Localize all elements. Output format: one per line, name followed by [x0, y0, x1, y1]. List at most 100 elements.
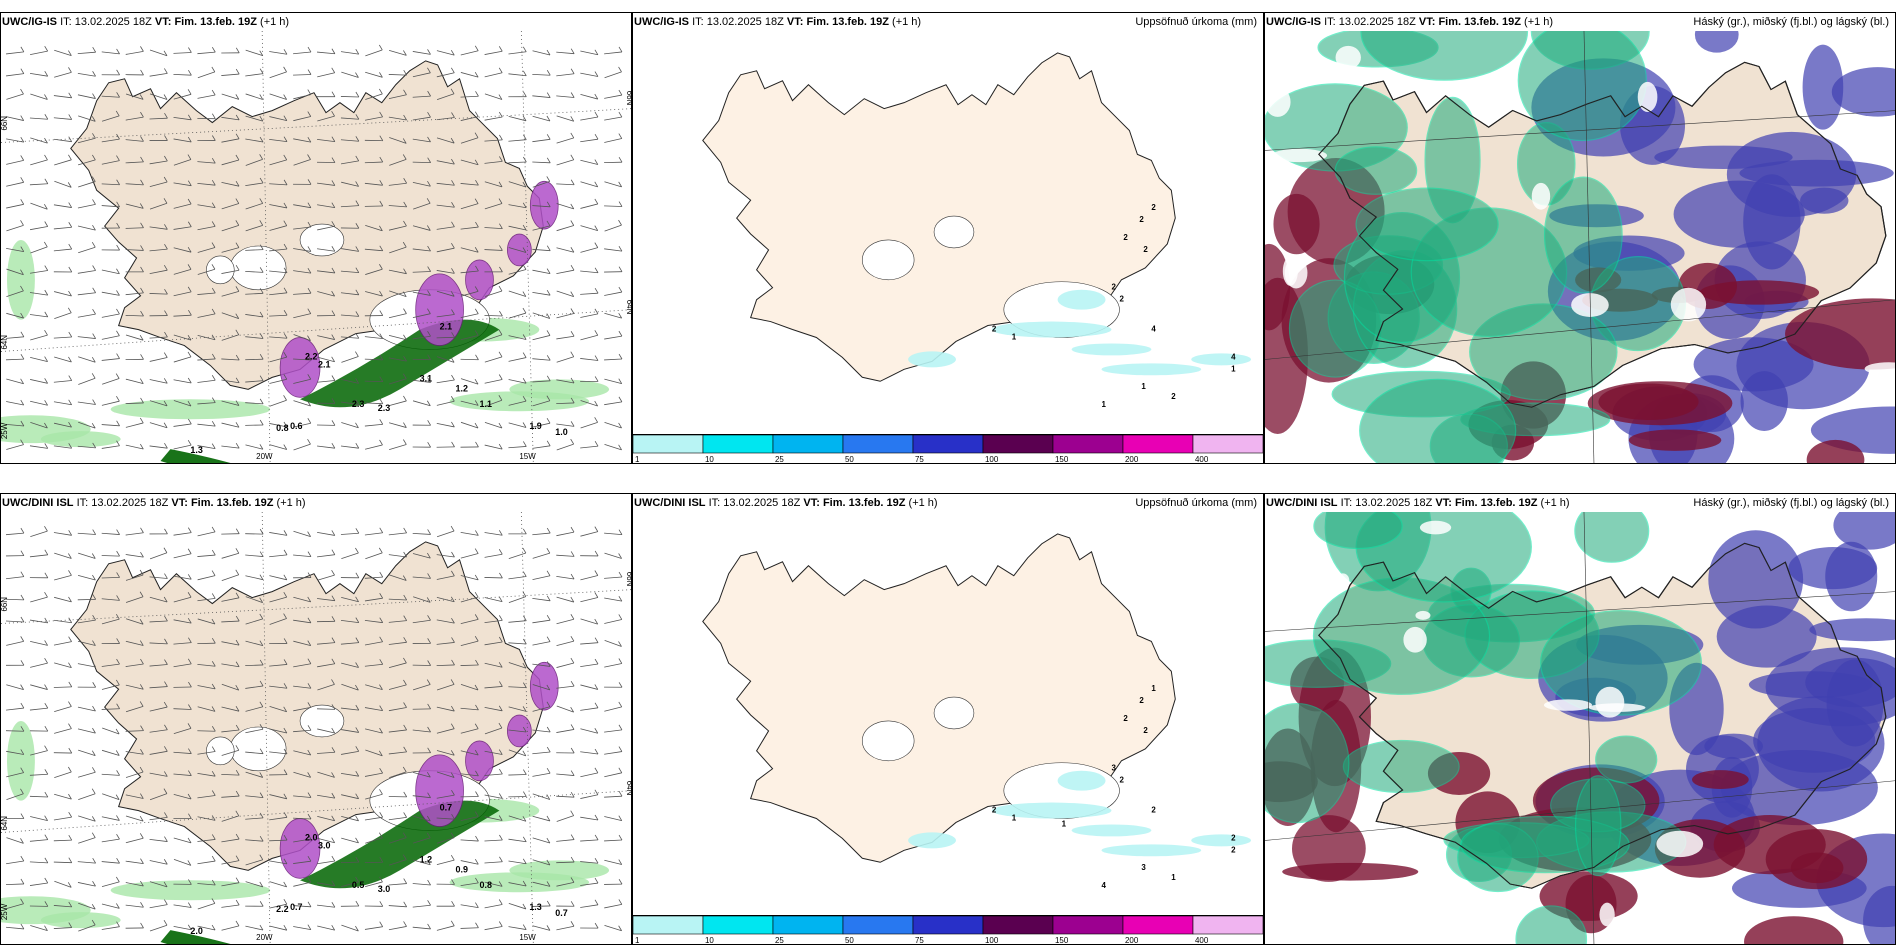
lon-label: 20W: [256, 933, 273, 942]
colorbar-swatch: [982, 435, 1054, 454]
data-value: 2.0: [190, 926, 202, 936]
lat-label: 66N: [1, 597, 9, 612]
panel-ig-wind: UWC/IG-IS IT: 13.02.2025 18Z VT: Fim. 13…: [0, 12, 632, 464]
data-value: 3.1: [420, 373, 432, 383]
panel-title: Háský (gr.), miðský (fj.bl.) og lágský (…: [1693, 497, 1889, 509]
data-value: 2.3: [378, 403, 390, 413]
cloud-map: [1265, 512, 1895, 944]
data-value: 2: [1139, 215, 1144, 224]
colorbar-tick: 10: [705, 936, 714, 944]
colorbar-tick: 75: [915, 936, 924, 944]
model-name: UWC/IG-IS: [634, 16, 689, 28]
vt-label: VT: Fim. 13.feb. 19Z: [1435, 497, 1538, 509]
model-name: UWC/DINI ISL: [634, 497, 706, 509]
cloud-map-svg: [1265, 31, 1895, 463]
colorbar-swatch: [912, 435, 984, 454]
lat-label: 64N: [1, 335, 9, 350]
data-value: 1.3: [190, 445, 202, 455]
lead-time: (+1 h): [1524, 16, 1554, 28]
colorbar-swatch: [702, 916, 774, 935]
vt-label: VT: Fim. 13.feb. 19Z: [803, 497, 906, 509]
panel-header: UWC/DINI ISL IT: 13.02.2025 18Z VT: Fim.…: [1266, 495, 1891, 511]
colorbar-swatch: [772, 435, 844, 454]
vt-label: VT: Fim. 13.feb. 19Z: [154, 16, 257, 28]
model-name: UWC/IG-IS: [2, 16, 57, 28]
data-value: 3.0: [378, 884, 390, 894]
panel-header: UWC/DINI ISL IT: 13.02.2025 18Z VT: Fim.…: [2, 495, 627, 511]
data-value: 2.0: [305, 832, 317, 842]
data-value: 2: [1151, 806, 1156, 815]
colorbar-tick: 400: [1195, 936, 1209, 944]
lat-label: 66N: [625, 91, 631, 106]
panel-ig-precip: UWC/IG-IS IT: 13.02.2025 18Z VT: Fim. 13…: [632, 12, 1264, 464]
data-value: 3: [1111, 764, 1116, 773]
data-value: 3.0: [318, 840, 330, 850]
data-value: 2: [1143, 245, 1148, 254]
data-value: 2: [1123, 714, 1128, 723]
colorbar-swatch: [702, 435, 774, 454]
data-value: 1.2: [456, 383, 468, 393]
data-value: 1.0: [555, 427, 567, 437]
data-value: 2: [992, 806, 997, 815]
data-value: 0.8: [276, 423, 288, 433]
colorbar-tick: 1: [635, 936, 640, 944]
it-time: 13.02.2025 18Z: [723, 497, 801, 509]
lead-time: (+1 h): [1540, 497, 1570, 509]
lat-label: 64N: [625, 300, 631, 315]
panel-ig-cloud: UWC/IG-IS IT: 13.02.2025 18Z VT: Fim. 13…: [1264, 12, 1896, 464]
panel-header: UWC/IG-IS IT: 13.02.2025 18Z VT: Fim. 13…: [1266, 14, 1891, 30]
lon-label: 25W: [1, 422, 9, 439]
colorbar-swatch: [1192, 916, 1263, 935]
colorbar-tick: 400: [1195, 455, 1209, 463]
vt-label: VT: Fim. 13.feb. 19Z: [1418, 16, 1521, 28]
colorbar-svg: 1 10 25 50 75 100 150 200 400: [633, 435, 1263, 463]
panel-header: UWC/IG-IS IT: 13.02.2025 18Z VT: Fim. 13…: [634, 14, 1259, 30]
data-value: 0.6: [290, 421, 302, 431]
data-value: 1: [1141, 382, 1146, 391]
data-value: 2: [992, 325, 997, 334]
lead-time: (+1 h): [276, 497, 306, 509]
data-value: 1: [1102, 400, 1107, 409]
data-value: 0.5: [352, 880, 364, 890]
panel-header: UWC/IG-IS IT: 13.02.2025 18Z VT: Fim. 13…: [2, 14, 627, 30]
lon-label: 15W: [519, 933, 536, 942]
data-value: 2: [1171, 392, 1176, 401]
colorbar-swatch: [1052, 435, 1124, 454]
panel-dini-precip: UWC/DINI ISL IT: 13.02.2025 18Z VT: Fim.…: [632, 493, 1264, 945]
colorbar-tick: 100: [985, 455, 999, 463]
data-value: 1: [1012, 332, 1017, 341]
data-value: 0.9: [456, 864, 468, 874]
data-value: 2: [1151, 203, 1156, 212]
colorbar-tick: 10: [705, 455, 714, 463]
data-value: 1: [1231, 364, 1236, 373]
data-value: 2.1: [440, 322, 452, 332]
colorbar-tick: 25: [775, 455, 784, 463]
lead-time: (+1 h): [892, 16, 922, 28]
colorbar-tick: 150: [1055, 455, 1069, 463]
data-value: 2: [1231, 833, 1236, 842]
lat-label: 64N: [1, 816, 9, 831]
colorbar-tick: 100: [985, 936, 999, 944]
data-value: 0.7: [440, 803, 452, 813]
colorbar-swatch: [633, 916, 704, 935]
wind-map: 20W 15W 25W 66N 64N 66N 64N 2.2 2.1 0.8 0.6 2.3 2.3 3…: [1, 31, 631, 463]
colorbar-swatch: [1192, 435, 1263, 454]
precip-colorbar: 1 10 25 50 75 100 150 200 400: [633, 434, 1263, 463]
data-value: 0.7: [290, 902, 302, 912]
lon-label: 25W: [1, 903, 9, 920]
it-label: IT:: [1340, 497, 1353, 509]
it-label: IT:: [60, 16, 72, 28]
colorbar-tick: 50: [845, 936, 854, 944]
data-value: 2.2: [276, 904, 288, 914]
data-value: 1: [1171, 873, 1176, 882]
it-label: IT:: [1324, 16, 1336, 28]
colorbar-tick: 1: [635, 455, 640, 463]
it-time: 13.02.2025 18Z: [74, 16, 152, 28]
data-value: 2: [1119, 776, 1124, 785]
colorbar-swatch: [633, 435, 704, 454]
vt-label: VT: Fim. 13.feb. 19Z: [786, 16, 889, 28]
panel-title: Uppsöfnuð úrkoma (mm): [1135, 497, 1257, 509]
